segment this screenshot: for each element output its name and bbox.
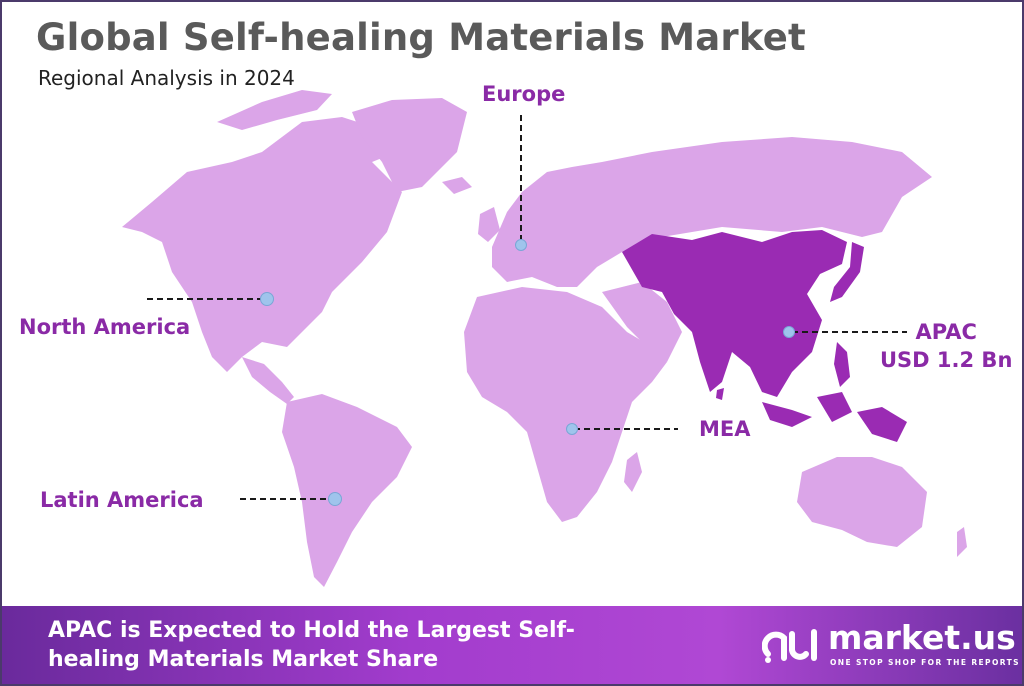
- region-markers: [260, 239, 795, 506]
- chart-subtitle: Regional Analysis in 2024: [38, 66, 295, 90]
- europe-label: Europe: [482, 82, 566, 106]
- south-america-shape: [282, 394, 412, 587]
- uk-shape: [478, 207, 500, 242]
- footer-banner: APAC is Expected to Hold the Largest Sel…: [2, 606, 1022, 684]
- logo-tagline: ONE STOP SHOP FOR THE REPORTS: [830, 658, 1020, 667]
- footer-headline: APAC is Expected to Hold the Largest Sel…: [48, 618, 575, 672]
- chart-title: Global Self-healing Materials Market: [36, 16, 806, 59]
- north-america-shape: [122, 117, 402, 372]
- apac-marker: [783, 326, 795, 338]
- latin-america-label: Latin America: [40, 488, 204, 512]
- north-america-label: North America: [19, 315, 191, 339]
- new-zealand-shape: [957, 527, 967, 557]
- mea-label: MEA: [699, 417, 751, 441]
- middle-east-shape: [602, 282, 682, 362]
- land-masses: [122, 90, 967, 587]
- arctic-islands-shape: [217, 90, 332, 130]
- europe-shape: [492, 137, 932, 287]
- leader-lines: [147, 115, 907, 500]
- madagascar-shape: [624, 452, 642, 492]
- latin-america-marker: [328, 492, 342, 506]
- australia-shape: [797, 457, 927, 547]
- philippines-shape: [834, 342, 850, 387]
- central-america-shape: [242, 357, 294, 404]
- africa-shape: [464, 287, 667, 522]
- north-america-marker: [260, 292, 274, 306]
- sri-lanka-shape: [716, 388, 724, 400]
- japan-shape: [830, 242, 864, 302]
- mea-marker: [566, 423, 578, 435]
- market-us-logo-icon: [762, 629, 817, 663]
- europe-marker: [515, 239, 527, 251]
- iceland-shape: [442, 177, 472, 194]
- world-map: [122, 90, 967, 587]
- indonesia-shape: [762, 392, 907, 442]
- apac-market-value: USD 1.2 Bn: [880, 348, 1013, 372]
- market-us-logo: market.us ONE STOP SHOP FOR THE REPORTS: [762, 618, 1018, 672]
- logo-wordmark: market.us: [828, 618, 1016, 657]
- greenland-shape: [352, 98, 467, 192]
- asia-shape: [622, 230, 847, 397]
- apac-label: APAC USD 1.2 Bn: [880, 318, 1012, 374]
- apac-highlight: [622, 230, 907, 442]
- apac-region-name: APAC: [915, 320, 977, 344]
